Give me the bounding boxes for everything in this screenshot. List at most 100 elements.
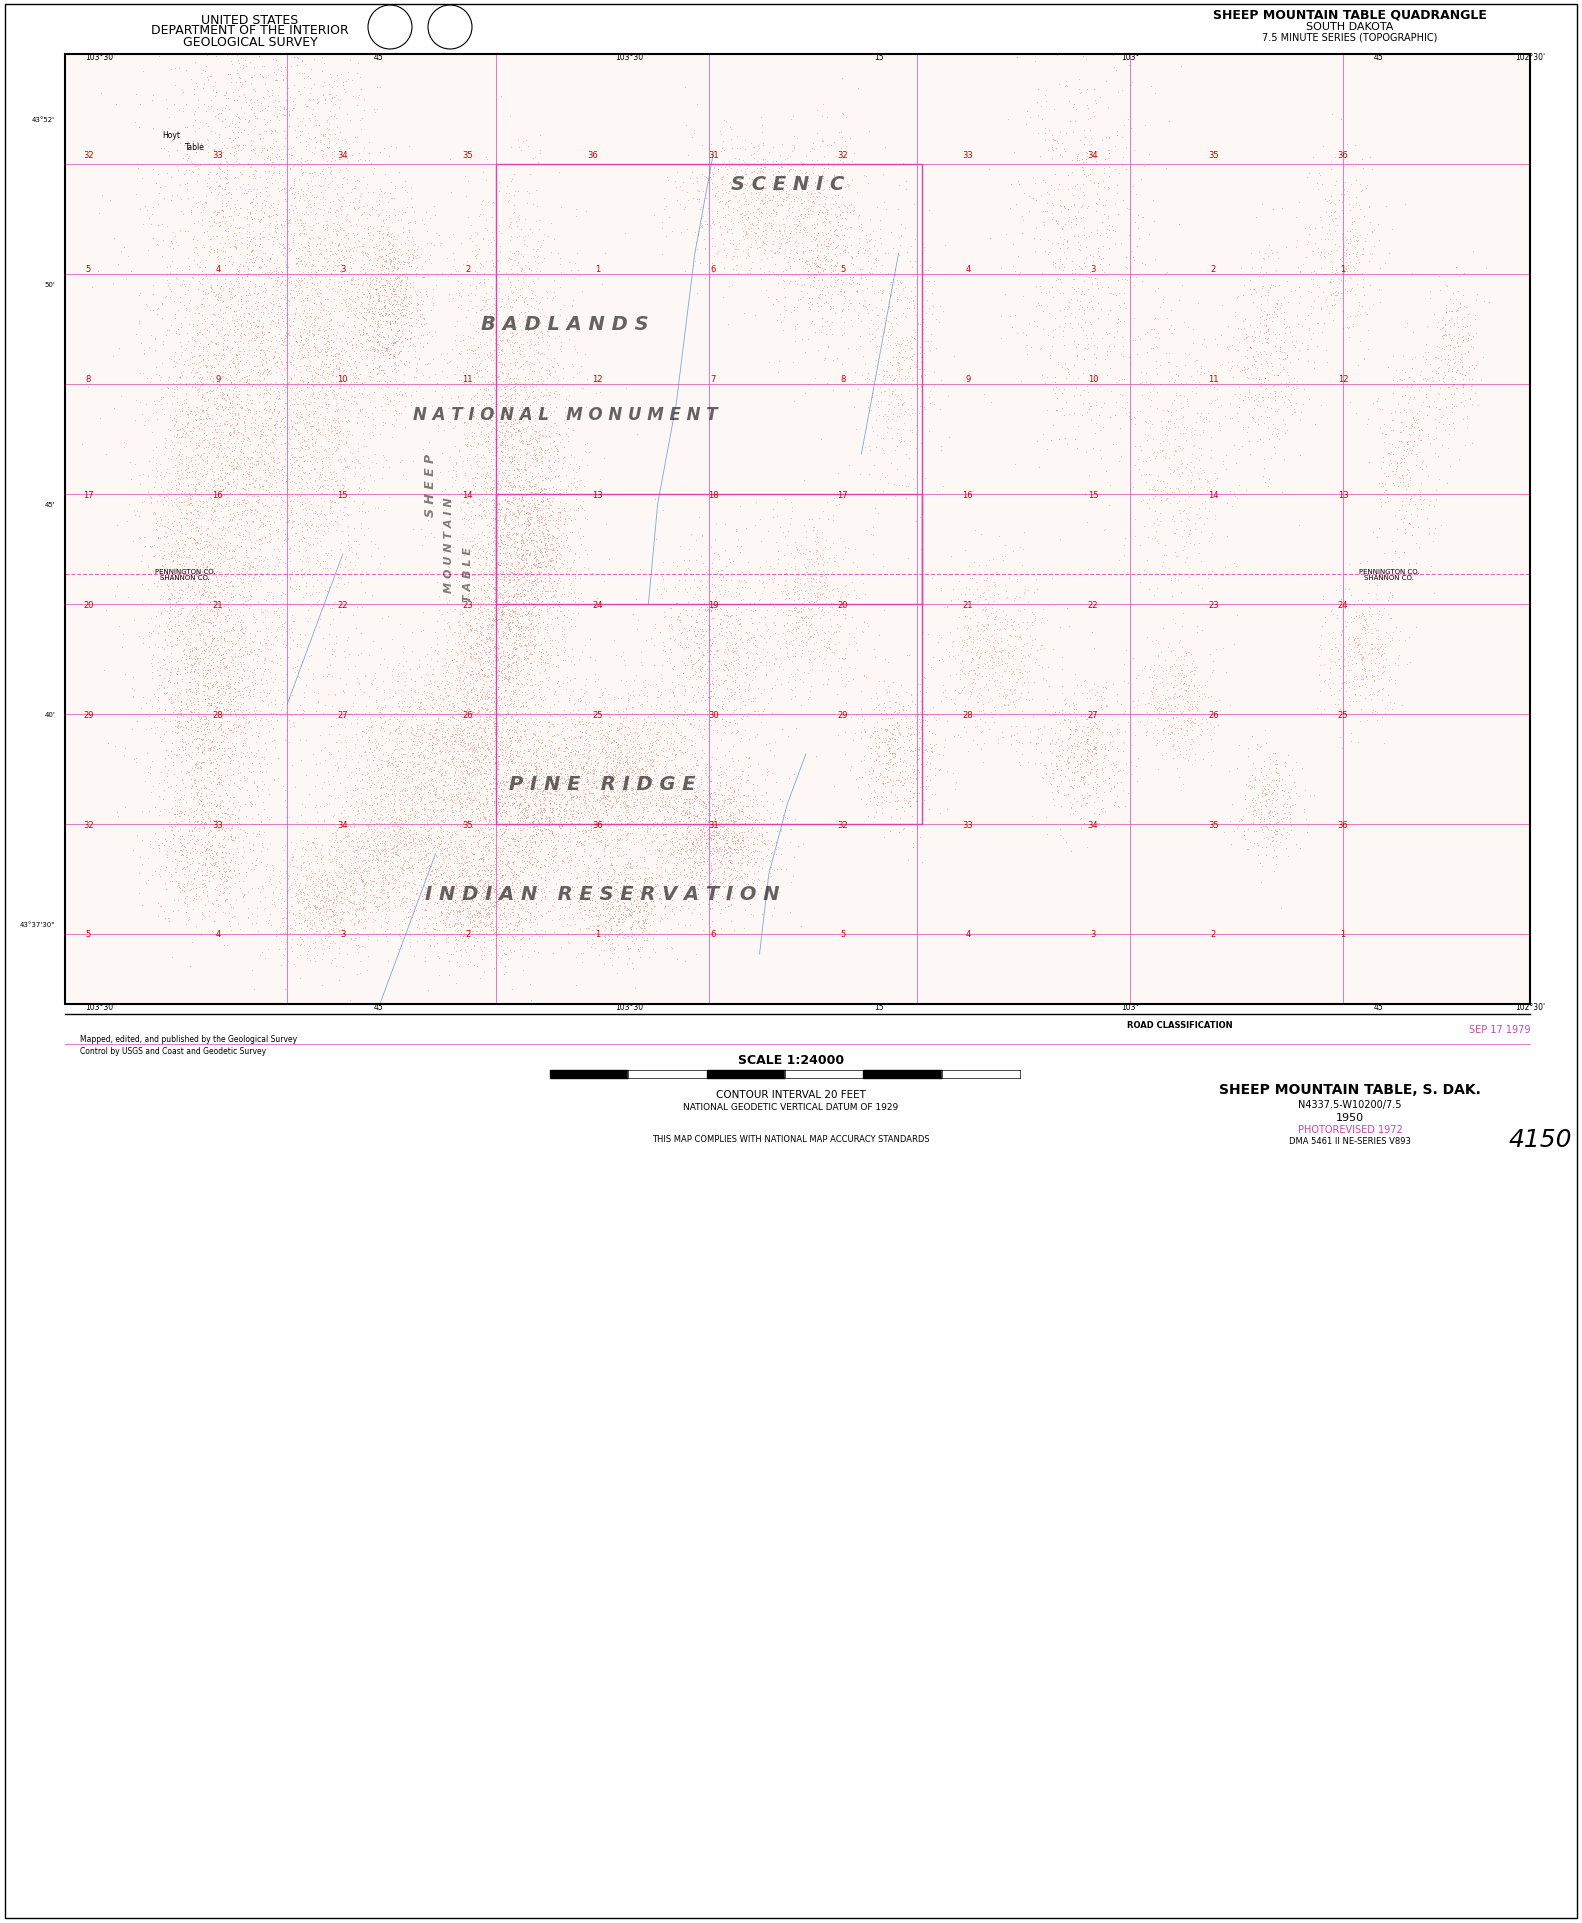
Point — [316, 619, 342, 650]
Point — [873, 717, 899, 748]
Point — [501, 563, 527, 594]
Point — [1259, 758, 1285, 788]
Point — [340, 554, 365, 585]
Point — [407, 754, 432, 785]
Point — [530, 492, 555, 523]
Point — [165, 669, 190, 700]
Point — [286, 265, 312, 296]
Point — [210, 298, 236, 329]
Point — [520, 806, 546, 837]
Point — [377, 235, 402, 265]
Point — [245, 42, 271, 73]
Point — [1392, 471, 1417, 502]
Point — [808, 540, 834, 571]
Point — [207, 315, 233, 346]
Point — [854, 610, 880, 640]
Point — [962, 712, 987, 742]
Point — [676, 587, 701, 617]
Point — [471, 452, 497, 483]
Point — [202, 533, 228, 563]
Point — [606, 931, 631, 962]
Point — [694, 606, 720, 637]
Point — [1177, 473, 1202, 504]
Point — [323, 892, 348, 923]
Point — [258, 577, 283, 608]
Point — [225, 260, 250, 290]
Point — [508, 825, 533, 856]
Point — [483, 775, 508, 806]
Point — [400, 852, 426, 883]
Point — [832, 538, 857, 569]
Point — [304, 500, 329, 531]
Point — [147, 460, 172, 490]
Point — [505, 575, 530, 606]
Point — [527, 548, 552, 579]
Point — [1174, 527, 1199, 558]
Point — [275, 417, 301, 448]
Point — [304, 275, 329, 306]
Point — [543, 462, 568, 492]
Point — [552, 442, 577, 473]
Point — [560, 771, 585, 802]
Point — [448, 694, 473, 725]
Point — [373, 396, 399, 427]
Point — [486, 681, 511, 712]
Point — [424, 217, 449, 248]
Point — [713, 612, 739, 642]
Point — [253, 373, 278, 404]
Point — [291, 350, 316, 381]
Point — [495, 698, 520, 729]
Point — [815, 583, 840, 613]
Point — [563, 790, 589, 821]
Point — [184, 188, 209, 219]
Point — [861, 279, 886, 310]
Point — [527, 779, 552, 810]
Point — [323, 90, 348, 121]
Point — [764, 260, 789, 290]
Point — [323, 823, 348, 854]
Point — [725, 871, 750, 902]
Point — [452, 460, 478, 490]
Point — [392, 663, 418, 694]
Point — [272, 933, 297, 963]
Point — [343, 338, 369, 369]
Point — [316, 269, 342, 300]
Point — [726, 165, 751, 196]
Point — [321, 404, 346, 435]
Text: 8: 8 — [85, 375, 90, 385]
Point — [709, 894, 734, 925]
Point — [184, 506, 209, 537]
Point — [1259, 765, 1285, 796]
Point — [169, 796, 195, 827]
Point — [250, 440, 275, 471]
Point — [873, 713, 899, 744]
Point — [297, 192, 323, 223]
Point — [506, 725, 532, 756]
Point — [1082, 350, 1107, 381]
Point — [305, 88, 331, 119]
Point — [294, 367, 320, 398]
Point — [1248, 792, 1274, 823]
Point — [313, 504, 339, 535]
Point — [647, 748, 672, 779]
Point — [902, 473, 927, 504]
Point — [207, 462, 233, 492]
Point — [386, 692, 411, 723]
Point — [237, 396, 263, 427]
Point — [316, 788, 342, 819]
Point — [516, 842, 541, 873]
Point — [272, 908, 297, 938]
Point — [180, 348, 206, 379]
Point — [202, 383, 228, 413]
Point — [462, 931, 487, 962]
Point — [166, 319, 191, 350]
Point — [201, 300, 226, 331]
Point — [446, 654, 471, 685]
Point — [819, 346, 845, 377]
Point — [361, 154, 386, 185]
Point — [1164, 379, 1190, 410]
Point — [1025, 288, 1050, 319]
Point — [456, 781, 481, 812]
Point — [508, 692, 533, 723]
Point — [199, 492, 225, 523]
